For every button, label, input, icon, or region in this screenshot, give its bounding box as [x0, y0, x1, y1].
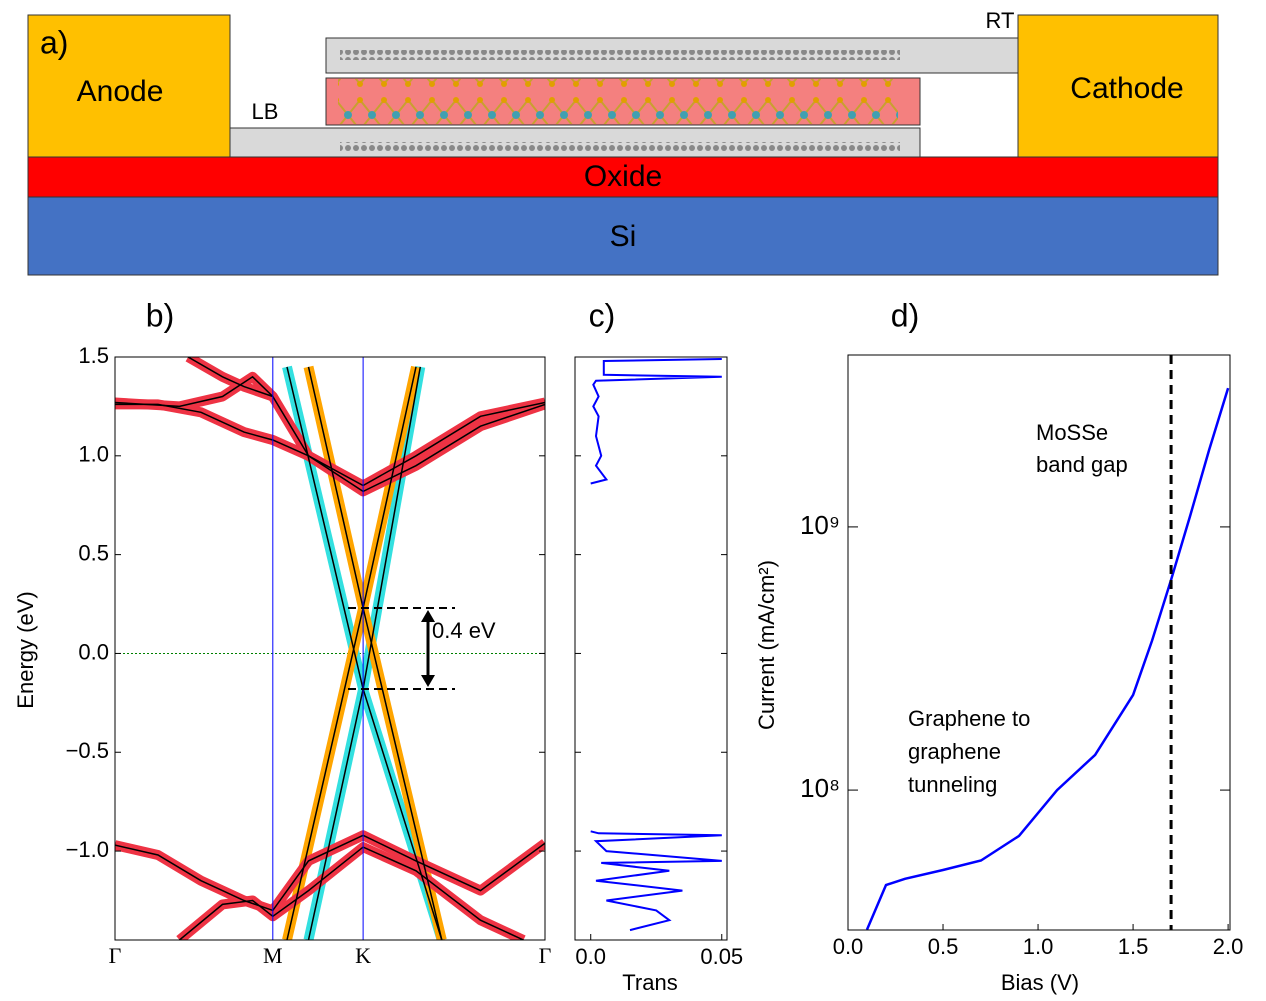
y-tick-label: −0.5 — [66, 738, 109, 763]
atom-chain — [340, 142, 900, 152]
y-tick-label: 1.0 — [78, 442, 109, 467]
x-axis-label: Bias (V) — [1001, 970, 1079, 995]
arrow-head — [421, 675, 435, 688]
plot-area — [590, 358, 722, 932]
anode-label: Anode — [77, 75, 164, 108]
x-tick-label: 0.0 — [575, 944, 606, 969]
y-tick-label: 1.5 — [78, 343, 109, 368]
panel-label: d) — [891, 297, 919, 333]
x-tick-label: 0.0 — [833, 934, 864, 959]
si-layer — [27, 196, 1219, 276]
panel-label: b) — [146, 297, 174, 333]
annotation: graphene — [908, 739, 1001, 764]
band-line — [179, 846, 524, 940]
x-tick-label: 0.05 — [700, 944, 743, 969]
annotation: band gap — [1036, 452, 1128, 477]
y-axis-label: Current (mA/cm²) — [754, 560, 779, 730]
oxide-layer — [27, 156, 1219, 198]
mosse-atoms — [338, 79, 898, 124]
y-tick-label: 10⁸ — [800, 773, 840, 803]
atom-chain — [340, 50, 900, 60]
band-line — [115, 375, 545, 493]
oxide-label: Oxide — [584, 160, 662, 193]
x-tick-label: M — [263, 943, 283, 968]
axes-frame — [114, 356, 546, 941]
band-line — [187, 357, 274, 398]
x-tick-label: 2.0 — [1213, 934, 1244, 959]
cathode-label: Cathode — [1070, 72, 1183, 105]
rt-label: RT — [986, 8, 1015, 33]
axes-frame — [847, 354, 1231, 931]
device-diagram: a) Anode Cathode LB RT Oxide Si — [27, 8, 1219, 276]
x-tick-label: Γ — [539, 943, 552, 968]
y-tick-label: −1.0 — [66, 837, 109, 862]
si-label: Si — [610, 220, 637, 253]
current-line — [865, 387, 1230, 930]
band-line — [115, 401, 545, 487]
x-tick-label: 1.5 — [1118, 934, 1149, 959]
y-tick-label: 0.5 — [78, 540, 109, 565]
cathode-box — [1017, 14, 1219, 158]
lb-label: LB — [252, 99, 279, 124]
panel-label: c) — [589, 297, 616, 333]
axes-frame — [574, 356, 728, 941]
annotation: MoSSe — [1036, 420, 1108, 445]
arrow-head — [421, 609, 435, 622]
trans-line — [590, 358, 722, 932]
band-line — [115, 834, 545, 912]
anode-box — [27, 14, 231, 158]
y-tick-label: 0.0 — [78, 639, 109, 664]
x-tick-label: K — [355, 943, 371, 968]
x-tick-label: 1.0 — [1023, 934, 1054, 959]
plot-area — [865, 355, 1230, 930]
plot-area — [115, 357, 545, 940]
annotation: tunneling — [908, 772, 997, 797]
bracket-label: 0.4 eV — [432, 618, 496, 643]
y-tick-label: 10⁹ — [800, 510, 840, 540]
x-tick-label: Γ — [109, 943, 122, 968]
band-thick — [115, 371, 545, 497]
y-axis-label: Energy (eV) — [13, 591, 38, 708]
x-tick-label: 0.5 — [928, 934, 959, 959]
annotation: Graphene to — [908, 706, 1030, 731]
panel-label: a) — [40, 24, 68, 60]
x-axis-label: Trans — [622, 970, 677, 995]
